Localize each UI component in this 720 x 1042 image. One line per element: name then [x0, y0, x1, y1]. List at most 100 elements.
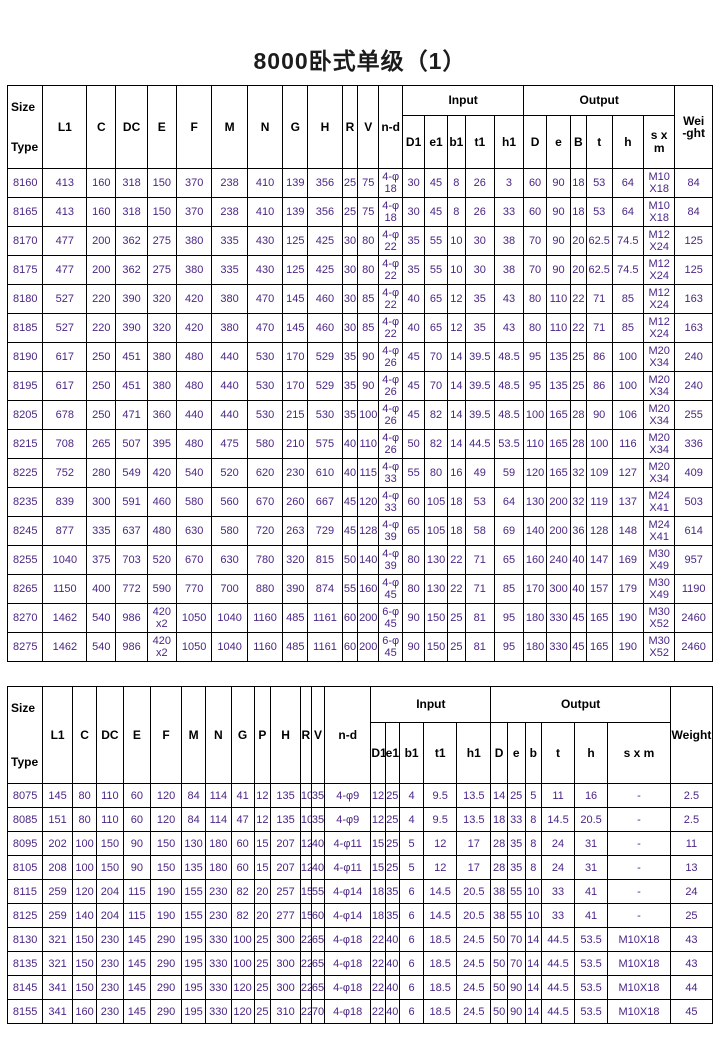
table-cell: 60: [230, 855, 255, 881]
table-cell: 139: [282, 168, 309, 199]
table-cell: 165: [546, 429, 572, 460]
table-cell: 335: [211, 255, 248, 286]
col-header-f: F: [175, 84, 213, 170]
table-cell: 22: [299, 927, 312, 953]
table-cell: 135: [546, 371, 572, 402]
table-cell: 470: [246, 284, 284, 315]
table-cell: 8265: [6, 574, 44, 605]
table-cell: 135: [270, 807, 301, 833]
table-cell: 380: [146, 371, 177, 402]
table-cell: M10X18: [607, 951, 671, 977]
col-header-sxm: s x m: [642, 114, 676, 170]
table-cell: 145: [122, 975, 152, 1001]
table-cell: 190: [150, 903, 182, 929]
table-cell: 53.5: [493, 429, 525, 460]
table-cell: M10X18: [607, 975, 671, 1001]
table-cell: 250: [86, 400, 117, 431]
table-cell: 180: [523, 632, 548, 663]
col-header-nd: n-d: [324, 685, 372, 785]
table-cell: 24: [541, 831, 576, 857]
table-cell: 120: [150, 807, 182, 833]
table-cell: 35: [464, 284, 495, 315]
table-cell: 70: [506, 951, 526, 977]
table-cell: 40: [570, 574, 587, 605]
table-cell: 35: [310, 783, 326, 809]
table-cell: 877: [42, 516, 88, 547]
table-cell: 4-φ 22: [378, 284, 404, 315]
table-cell: 84: [180, 783, 207, 809]
table-row: 81453411502301452901953301202530022654-φ…: [6, 975, 714, 1001]
table-cell: 520: [146, 545, 177, 576]
table-cell: 700: [211, 574, 248, 605]
col-header-c: C: [86, 84, 117, 170]
table-cell: 65: [310, 927, 326, 953]
table-cell: 362: [115, 255, 148, 286]
table-cell: 320: [282, 545, 309, 576]
table-cell: 140: [357, 545, 380, 576]
table-cell: 14: [490, 783, 508, 809]
table-cell: 4-φ 45: [378, 574, 404, 605]
table-cell: 85: [493, 574, 525, 605]
table-cell: 70: [523, 226, 548, 257]
table-cell: 460: [307, 284, 343, 315]
table-cell: 110: [96, 783, 124, 809]
table-cell: M12 X24: [642, 313, 676, 344]
table-cell: 420 x2: [146, 632, 177, 663]
table-cell: 145: [122, 951, 152, 977]
table-cell: 31: [574, 855, 609, 881]
table-cell: 230: [96, 927, 124, 953]
table-cell: 18: [370, 903, 386, 929]
table-cell: 35: [506, 855, 526, 881]
table-cell: 420 x2: [146, 603, 177, 634]
table-cell: 60: [122, 807, 152, 833]
table-cell: 20: [253, 879, 272, 905]
table-cell: M20 X34: [642, 400, 676, 431]
table-cell: 16: [574, 783, 609, 809]
table-cell: 140: [71, 903, 98, 929]
table-cell: 25: [384, 783, 400, 809]
col-header-b1: b1: [446, 114, 466, 170]
table-cell: 15: [370, 831, 386, 857]
table-cell: 4-φ18: [324, 999, 372, 1025]
table-cell: 70: [523, 255, 548, 286]
table-row: 81303211502301452901953301002530022654-φ…: [6, 927, 714, 953]
table-cell: 90: [357, 371, 380, 402]
table-cell: 85: [611, 313, 645, 344]
table-cell: 678: [42, 400, 88, 431]
table-cell: 100: [611, 371, 645, 402]
table-cell: 71: [464, 545, 495, 576]
table-cell: 90: [546, 168, 572, 199]
table-cell: 5: [398, 831, 425, 857]
table-cell: 28: [570, 429, 587, 460]
table-cell: 90: [585, 400, 613, 431]
table-cell: M24 X41: [642, 516, 676, 547]
table-row: 8165 413 160 318 150 370 238 410 139 356 25 75 4-φ 1…: [6, 197, 713, 228]
table-cell: 40: [402, 284, 426, 315]
table-cell: 12: [423, 831, 458, 857]
table-cell: 8: [524, 807, 543, 833]
table-cell: 60: [402, 487, 426, 518]
table-cell: 18: [490, 807, 508, 833]
table-cell: 30: [341, 255, 359, 286]
type-label: Type: [11, 755, 39, 769]
table-cell: 30: [341, 313, 359, 344]
table-cell: 60: [341, 603, 359, 634]
table-cell: 14: [524, 927, 543, 953]
table-cell: 14: [446, 400, 466, 431]
col-header-e: E: [122, 685, 152, 785]
table-row: 8180 527 220 390 320 420 380 470 145 460 30 85 4-φ 2…: [6, 284, 713, 315]
table-cell: 667: [307, 487, 343, 518]
table-cell: M30 X52: [642, 603, 676, 634]
table-cell: 4-φ18: [324, 975, 372, 1001]
table-cell: 120: [230, 999, 255, 1025]
table-cell: 195: [180, 951, 207, 977]
table-cell: 4-φ14: [324, 903, 372, 929]
table-cell: 6-φ 45: [378, 603, 404, 634]
table-row: 8275 1462 540 986 420 x2 1050 1040 1160 485 1161 6…: [6, 632, 713, 663]
table-cell: 40: [341, 429, 359, 460]
table-cell: 529: [307, 342, 343, 373]
table-cell: 65: [310, 951, 326, 977]
table-cell: 55: [424, 226, 448, 257]
table-row: 8215 708 265 507 395 480 475 580 210 575 40 110 4-φ …: [6, 429, 713, 460]
table-cell: 195: [180, 927, 207, 953]
